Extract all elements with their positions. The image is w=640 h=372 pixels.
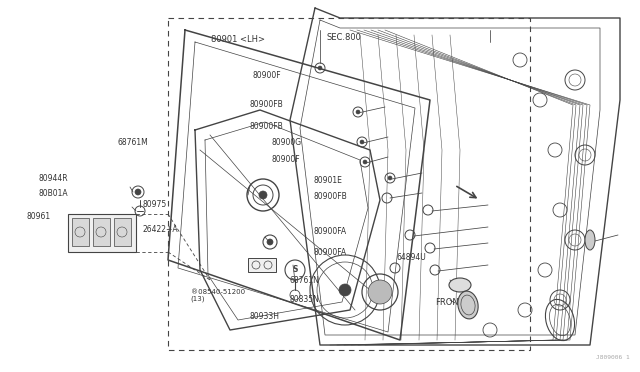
Text: 80900FB: 80900FB <box>314 192 348 201</box>
Text: 80901 <LH>: 80901 <LH> <box>211 35 265 44</box>
Text: 80901E: 80901E <box>314 176 342 185</box>
Circle shape <box>360 140 364 144</box>
Circle shape <box>339 284 351 296</box>
Ellipse shape <box>449 278 471 292</box>
Bar <box>114 218 131 246</box>
Text: 80900G: 80900G <box>272 138 302 147</box>
Text: 80835N: 80835N <box>290 295 320 304</box>
Ellipse shape <box>458 291 478 319</box>
Text: FRONT: FRONT <box>435 298 464 307</box>
Text: 26422+A: 26422+A <box>142 225 178 234</box>
Text: ®08540-51200
(13): ®08540-51200 (13) <box>191 289 245 302</box>
Text: SEC.800: SEC.800 <box>326 33 361 42</box>
Circle shape <box>135 189 141 195</box>
Text: 68761M: 68761M <box>117 138 148 147</box>
Ellipse shape <box>585 230 595 250</box>
Text: 80900F: 80900F <box>272 155 301 164</box>
Circle shape <box>368 280 392 304</box>
Bar <box>72 218 89 246</box>
Text: 80900FA: 80900FA <box>314 227 347 236</box>
Circle shape <box>259 191 267 199</box>
Text: S: S <box>292 266 298 275</box>
Bar <box>68 214 136 252</box>
Text: 80900FA: 80900FA <box>314 248 347 257</box>
Text: 80975: 80975 <box>142 200 166 209</box>
Bar <box>248 258 276 272</box>
Bar <box>168 18 530 350</box>
Text: 80933H: 80933H <box>250 312 280 321</box>
Circle shape <box>363 160 367 164</box>
Text: J809006 1: J809006 1 <box>596 355 630 360</box>
Text: 80961: 80961 <box>27 212 51 221</box>
Circle shape <box>267 239 273 245</box>
Text: 80900F: 80900F <box>253 71 282 80</box>
Text: 80944R: 80944R <box>38 174 68 183</box>
Bar <box>93 218 110 246</box>
Text: 80B01A: 80B01A <box>38 189 68 198</box>
Text: 68761N: 68761N <box>290 276 320 285</box>
Circle shape <box>388 176 392 180</box>
Text: 80900FB: 80900FB <box>250 122 284 131</box>
Text: 64894U: 64894U <box>397 253 426 262</box>
Circle shape <box>318 66 322 70</box>
Text: 80900FB: 80900FB <box>250 100 284 109</box>
Circle shape <box>356 110 360 114</box>
